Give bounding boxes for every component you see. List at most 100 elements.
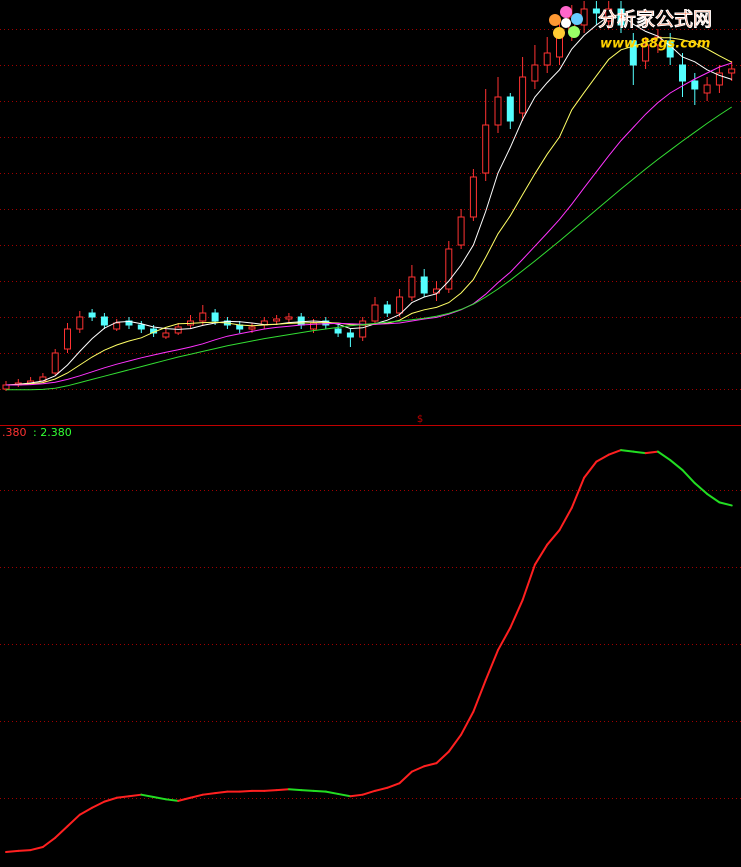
indicator-segment xyxy=(484,649,499,682)
candle-body xyxy=(592,8,600,14)
indicator-segment xyxy=(706,492,721,504)
moving-average-line xyxy=(6,106,732,391)
indicator-segment xyxy=(386,782,401,789)
indicator-segment xyxy=(263,789,278,792)
candle-body xyxy=(199,312,207,322)
indicator-segment xyxy=(103,796,118,803)
indicator-segment xyxy=(177,796,192,802)
candle-body xyxy=(420,276,428,294)
petal xyxy=(560,6,572,18)
indicator-segment xyxy=(533,543,549,566)
candle-body xyxy=(728,68,736,74)
candle-body xyxy=(297,316,305,326)
indicator-segment xyxy=(595,453,610,463)
indicator-segment xyxy=(410,765,426,773)
indicator-segment xyxy=(546,529,561,546)
indicator-segment xyxy=(201,792,217,796)
candle-body xyxy=(51,352,59,374)
candle-body xyxy=(691,80,699,90)
candle-body xyxy=(543,52,551,66)
logo xyxy=(549,6,583,39)
readout-label: .380 xyxy=(2,426,27,439)
indicator-segment xyxy=(607,449,622,456)
indicator-segment xyxy=(435,750,450,765)
indicator-segment xyxy=(718,501,733,507)
indicator-segment xyxy=(324,790,340,795)
indicator-segment xyxy=(41,836,57,848)
candle-body xyxy=(359,320,367,338)
candle-body xyxy=(642,44,650,62)
indicator-segment xyxy=(632,450,647,455)
indicator-segment xyxy=(164,798,180,802)
indicator-segment xyxy=(472,679,487,713)
indicator-segment xyxy=(570,476,586,509)
candle-body xyxy=(248,326,256,330)
flower-center xyxy=(561,18,571,28)
candle-body xyxy=(162,332,170,338)
indicator-segment xyxy=(558,506,573,532)
candle-body xyxy=(371,304,379,322)
indicator-segment xyxy=(521,563,536,602)
indicator-segment xyxy=(447,733,463,753)
indicator-segment xyxy=(29,846,44,852)
petal xyxy=(553,27,565,39)
indicator-segment xyxy=(66,813,81,828)
indicator-segment xyxy=(275,788,290,792)
candle-body xyxy=(64,328,71,350)
candle-body xyxy=(2,384,10,390)
marker: $ xyxy=(417,414,423,425)
candle-body xyxy=(76,316,84,330)
candle-body xyxy=(100,316,108,326)
indicator-segment xyxy=(423,762,438,768)
indicator-segment xyxy=(140,793,155,798)
indicator-segment xyxy=(693,482,709,495)
candle-body xyxy=(174,326,182,334)
watermark-title: 分析家公式网 xyxy=(598,8,712,31)
candle-body xyxy=(703,84,711,94)
petal xyxy=(571,13,583,25)
indicator-segment xyxy=(115,795,130,799)
indicator-segment xyxy=(152,796,167,801)
candle-body xyxy=(654,36,662,46)
candle-body xyxy=(408,276,416,298)
candle-body xyxy=(494,96,502,126)
indicator-segment xyxy=(238,789,253,793)
candle-body xyxy=(445,248,453,290)
indicator-segment xyxy=(337,792,352,798)
candle-body xyxy=(383,304,391,314)
indicator-segment xyxy=(312,789,327,793)
indicator-segment xyxy=(460,710,475,736)
candle-body xyxy=(629,40,637,66)
petal xyxy=(568,26,580,38)
indicator-segment xyxy=(497,626,512,652)
moving-average-line xyxy=(5,14,732,386)
indicator-segment xyxy=(361,789,376,796)
indicator-segment xyxy=(287,788,303,792)
candle-body xyxy=(285,316,293,320)
candle-body xyxy=(679,64,686,82)
readout-label: : 2.380 xyxy=(33,426,72,439)
candle-body xyxy=(88,312,96,318)
petal xyxy=(549,14,561,26)
indicator-segment xyxy=(349,793,364,798)
indicator-segment xyxy=(620,449,635,453)
indicator-segment xyxy=(189,793,204,799)
indicator-segment xyxy=(78,806,94,816)
indicator-segment xyxy=(17,849,32,852)
candle-body xyxy=(211,312,219,322)
candle-body xyxy=(113,322,121,330)
indicator-segment xyxy=(398,770,413,785)
indicator-segment xyxy=(509,599,524,629)
indicator-segment xyxy=(300,789,315,792)
watermark-url: www.88gs.com xyxy=(600,37,710,52)
indicator-segment xyxy=(374,786,389,792)
candle-body xyxy=(137,324,145,330)
candle-body xyxy=(346,332,354,338)
candle-body xyxy=(457,216,465,246)
indicator-segment xyxy=(681,469,696,485)
indicator-segment xyxy=(128,793,143,798)
indicator-segment xyxy=(669,459,684,472)
candle-body xyxy=(531,64,539,82)
candle-body xyxy=(273,318,281,322)
